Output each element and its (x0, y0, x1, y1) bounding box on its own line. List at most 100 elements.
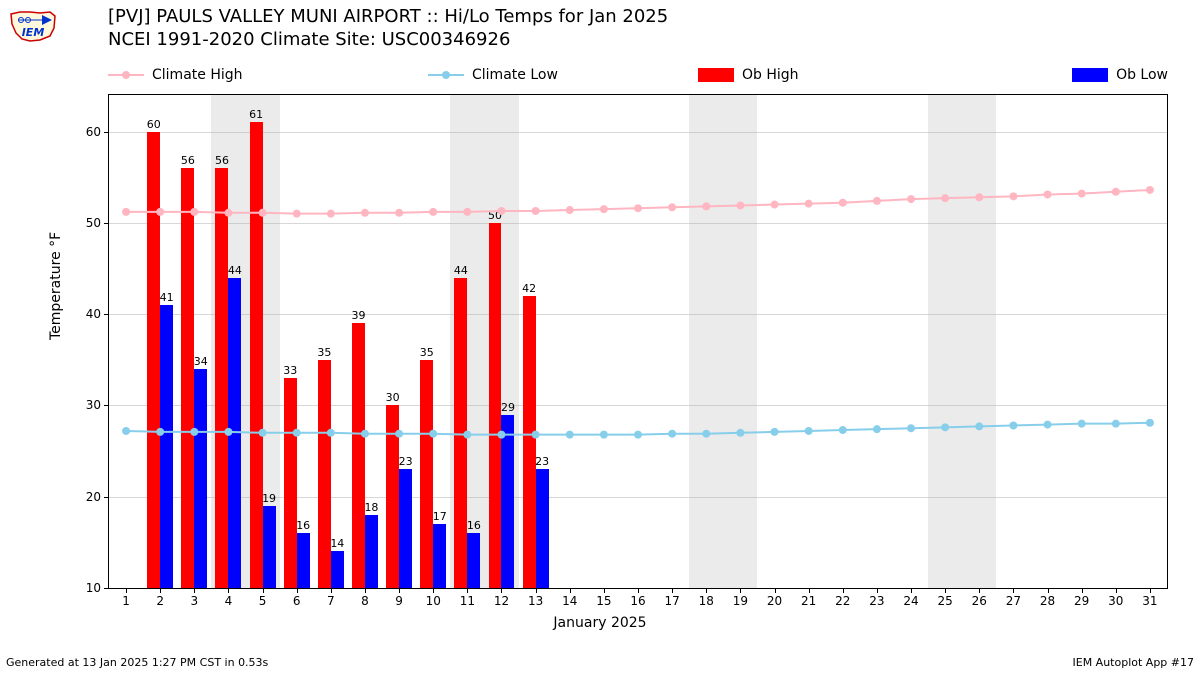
y-tick-mark (104, 497, 109, 498)
gridline (109, 314, 1167, 315)
legend-swatch-climate-high (108, 74, 144, 76)
y-tick-mark (104, 223, 109, 224)
ob-high-bar (386, 405, 399, 588)
ob-low-bar (399, 469, 412, 588)
x-tick-mark (194, 588, 195, 593)
ob-low-bar-label: 44 (228, 264, 242, 277)
x-tick-label: 3 (190, 594, 198, 608)
ob-high-bar (181, 168, 194, 588)
x-tick-mark (160, 588, 161, 593)
ob-high-bar-label: 39 (351, 309, 365, 322)
x-tick-mark (228, 588, 229, 593)
x-tick-mark (1150, 588, 1151, 593)
x-tick-mark (1082, 588, 1083, 593)
ob-low-bar (365, 515, 378, 588)
x-tick-label: 13 (528, 594, 543, 608)
ob-high-bar (250, 122, 263, 588)
ob-high-bar (318, 360, 331, 588)
ob-low-bar-label: 19 (262, 492, 276, 505)
x-tick-mark (604, 588, 605, 593)
y-tick-mark (104, 405, 109, 406)
x-tick-label: 18 (699, 594, 714, 608)
x-tick-mark (1116, 588, 1117, 593)
x-tick-mark (672, 588, 673, 593)
ob-low-bar-label: 29 (501, 401, 515, 414)
ob-high-bar-label: 44 (454, 264, 468, 277)
x-tick-label: 31 (1142, 594, 1157, 608)
x-tick-label: 23 (869, 594, 884, 608)
y-tick-label: 30 (86, 398, 101, 412)
ob-high-bar-label: 50 (488, 209, 502, 222)
ob-high-bar (352, 323, 365, 588)
x-tick-label: 4 (225, 594, 233, 608)
legend-swatch-ob-high (698, 68, 734, 82)
x-tick-label: 20 (767, 594, 782, 608)
y-tick-label: 40 (86, 307, 101, 321)
legend-climate-high: Climate High (108, 67, 428, 83)
footer-right: IEM Autoplot App #17 (1073, 656, 1195, 669)
y-tick-label: 50 (86, 216, 101, 230)
x-tick-label: 25 (938, 594, 953, 608)
legend-swatch-ob-low (1072, 68, 1108, 82)
x-tick-mark (263, 588, 264, 593)
title-line2: NCEI 1991-2020 Climate Site: USC00346926 (108, 29, 668, 52)
x-tick-mark (501, 588, 502, 593)
ob-low-bar-label: 16 (296, 519, 310, 532)
ob-low-bar-label: 16 (467, 519, 481, 532)
legend-label-ob-high: Ob High (742, 67, 799, 83)
ob-low-bar (228, 278, 241, 588)
x-tick-mark (979, 588, 980, 593)
x-tick-label: 30 (1108, 594, 1123, 608)
y-tick-mark (104, 588, 109, 589)
x-tick-label: 2 (156, 594, 164, 608)
ob-low-bar (536, 469, 549, 588)
chart-title: [PVJ] PAULS VALLEY MUNI AIRPORT :: Hi/Lo… (108, 6, 668, 51)
x-tick-mark (467, 588, 468, 593)
x-tick-label: 11 (460, 594, 475, 608)
x-tick-mark (399, 588, 400, 593)
ob-high-bar (147, 132, 160, 588)
ob-low-bar (331, 551, 344, 588)
x-tick-mark (433, 588, 434, 593)
ob-low-bar (263, 506, 276, 588)
ob-high-bar-label: 61 (249, 108, 263, 121)
x-tick-label: 14 (562, 594, 577, 608)
ob-high-bar (215, 168, 228, 588)
x-tick-mark (638, 588, 639, 593)
gridline (109, 132, 1167, 133)
ob-high-bar (523, 296, 536, 588)
y-axis-label: Temperature °F (48, 232, 64, 340)
ob-low-bar-label: 17 (433, 510, 447, 523)
x-tick-label: 21 (801, 594, 816, 608)
ob-low-bar (467, 533, 480, 588)
ob-low-bar-label: 23 (399, 455, 413, 468)
y-tick-label: 60 (86, 125, 101, 139)
ob-high-bar (454, 278, 467, 588)
x-tick-label: 7 (327, 594, 335, 608)
x-tick-label: 5 (259, 594, 267, 608)
x-tick-label: 29 (1074, 594, 1089, 608)
x-tick-mark (1013, 588, 1014, 593)
legend: Climate High Climate Low Ob High Ob Low (108, 60, 1168, 90)
ob-high-bar (284, 378, 297, 588)
weekend-band (928, 95, 996, 588)
ob-low-bar-label: 18 (364, 501, 378, 514)
x-tick-label: 9 (395, 594, 403, 608)
x-tick-label: 1 (122, 594, 130, 608)
x-tick-label: 27 (1006, 594, 1021, 608)
ob-low-bar (297, 533, 310, 588)
ob-low-bar (194, 369, 207, 588)
ob-low-bar (433, 524, 446, 588)
legend-swatch-climate-low (428, 74, 464, 76)
ob-high-bar-label: 35 (317, 346, 331, 359)
title-line1: [PVJ] PAULS VALLEY MUNI AIRPORT :: Hi/Lo… (108, 6, 668, 29)
y-tick-mark (104, 132, 109, 133)
x-tick-label: 19 (733, 594, 748, 608)
ob-high-bar-label: 56 (181, 154, 195, 167)
x-tick-label: 16 (630, 594, 645, 608)
plot-area: 1020304050601234567891011121314151617181… (108, 94, 1168, 589)
ob-low-bar-label: 41 (160, 291, 174, 304)
x-tick-mark (536, 588, 537, 593)
x-tick-mark (911, 588, 912, 593)
ob-high-bar-label: 56 (215, 154, 229, 167)
